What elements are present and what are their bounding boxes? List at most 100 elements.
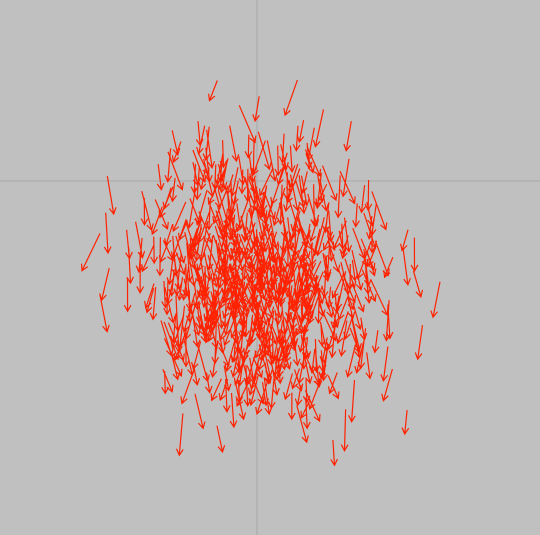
vector-arrow: [368, 229, 376, 254]
vector-arrow: [294, 385, 303, 407]
vector-arrow: [150, 236, 159, 265]
vector-arrow: [252, 357, 263, 379]
vector-arrow: [328, 295, 340, 329]
vector-arrow: [210, 378, 222, 402]
vector-arrow: [330, 439, 339, 467]
vector-arrow: [203, 158, 216, 198]
vector-arrow: [175, 413, 184, 457]
vector-arrow: [236, 384, 248, 407]
vector-arrow: [187, 238, 196, 260]
vector-arrow: [339, 170, 356, 205]
vector-arrow: [216, 425, 226, 454]
vector-arrow: [245, 276, 258, 304]
vector-arrow: [400, 229, 409, 252]
vector-arrow: [347, 297, 356, 320]
vector-arrow: [198, 168, 207, 191]
vector-arrow: [258, 278, 267, 301]
vector-arrow: [206, 289, 215, 330]
vector-arrow: [301, 337, 310, 361]
vector-arrow: [248, 375, 259, 407]
vector-arrow: [327, 375, 340, 400]
vector-arrow: [371, 330, 380, 354]
vector-arrow: [249, 138, 258, 175]
vector-arrow: [221, 298, 230, 329]
vector-arrow: [414, 325, 424, 361]
vector-arrow: [81, 233, 101, 272]
vector-arrow: [197, 220, 209, 262]
vector-arrow: [223, 277, 236, 304]
vector-arrow: [164, 148, 173, 183]
vector-arrow: [217, 205, 228, 236]
vector-arrow: [351, 249, 364, 291]
arrow-cloud: [81, 79, 441, 467]
vector-arrow: [305, 356, 321, 387]
vector-arrow: [374, 240, 390, 277]
vector-arrow: [364, 179, 373, 212]
vector-arrow: [327, 230, 337, 251]
vector-arrow: [195, 121, 204, 147]
vector-arrow: [246, 198, 256, 235]
vector-arrow: [229, 392, 238, 429]
vector-arrow: [304, 149, 315, 174]
vector-arrow: [99, 267, 110, 302]
vector-arrow: [322, 202, 330, 234]
vector-arrow: [365, 352, 374, 380]
vector-arrow: [227, 192, 238, 235]
vector-arrow: [312, 109, 325, 148]
vector-arrow: [288, 163, 299, 189]
vector-arrow: [99, 294, 110, 333]
vector-arrow: [278, 336, 292, 370]
vector-arrow: [321, 165, 338, 202]
vector-arrow: [297, 298, 306, 323]
vector-arrow: [291, 325, 301, 367]
vector-arrow: [269, 215, 279, 250]
vector-arrow: [173, 295, 182, 332]
vector-arrow: [272, 187, 286, 227]
vector-arrow: [216, 214, 229, 255]
vector-arrow: [253, 178, 262, 214]
vector-arrow: [165, 273, 176, 306]
vector-arrow: [352, 227, 366, 260]
vector-arrow: [244, 134, 253, 159]
vector-arrow: [345, 344, 357, 378]
vector-arrow: [176, 276, 184, 302]
vector-arrow: [149, 287, 158, 321]
vector-arrow: [126, 246, 135, 285]
vector-arrow: [247, 242, 263, 282]
vector-arrow: [141, 190, 154, 232]
vector-arrow: [340, 235, 349, 260]
vector-arrow: [350, 259, 359, 282]
vector-arrow: [248, 207, 260, 248]
vector-arrow: [144, 283, 155, 309]
vector-arrow: [239, 305, 248, 329]
vector-arrow: [192, 161, 201, 187]
vector-arrow: [202, 126, 211, 162]
vector-arrow: [267, 375, 276, 410]
vector-arrow: [351, 283, 365, 313]
vector-arrow: [314, 277, 325, 305]
vector-arrow: [358, 185, 366, 214]
vector-arrow: [338, 320, 348, 358]
vector-arrow: [312, 338, 321, 373]
vector-arrow: [167, 322, 185, 362]
vector-arrow: [272, 243, 281, 278]
vector-arrow: [315, 221, 328, 257]
vector-arrow: [229, 167, 239, 198]
vector-arrow: [337, 295, 349, 321]
vector-arrow: [141, 245, 155, 273]
vector-arrow: [300, 223, 311, 263]
vector-arrow: [359, 317, 368, 341]
vector-arrow: [258, 288, 268, 316]
vector-arrow: [402, 247, 411, 286]
vector-arrow: [241, 212, 250, 243]
vector-arrow: [167, 151, 184, 191]
vector-arrow: [156, 164, 165, 191]
vector-arrow: [231, 254, 240, 280]
vector-arrow: [354, 341, 365, 374]
vector-arrow: [180, 369, 195, 405]
vector-arrow: [169, 177, 177, 203]
vector-arrow: [232, 310, 240, 344]
vector-arrow: [186, 187, 197, 229]
